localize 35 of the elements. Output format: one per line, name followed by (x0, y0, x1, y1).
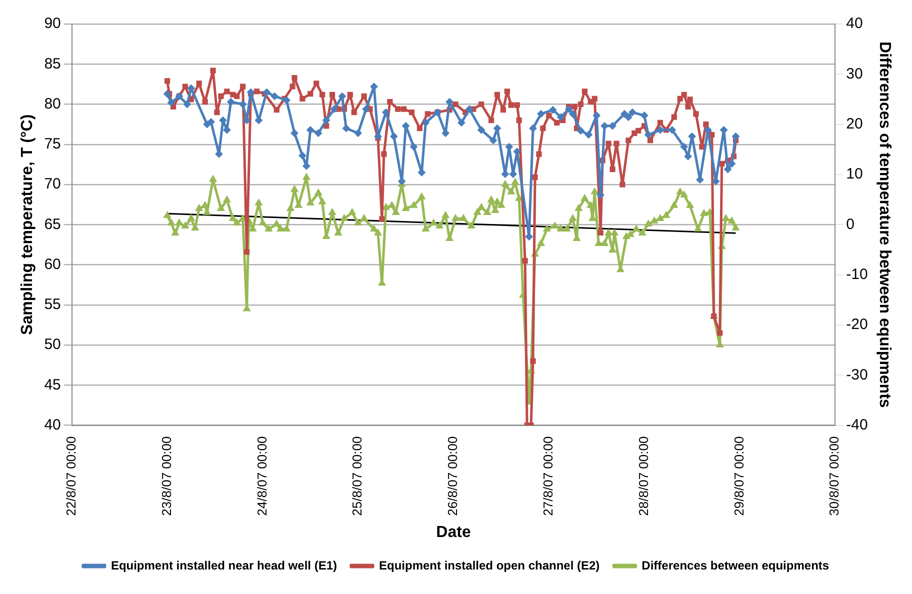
y-tick-label: 45 (44, 376, 61, 394)
legend-label: Equipment installed open channel (E2) (378, 558, 600, 572)
y-tick-label: 55 (44, 296, 61, 314)
y-tick-label: 90 (44, 15, 61, 32)
y2-tick-label: 0 (846, 216, 854, 233)
y-tick-label: 70 (44, 176, 61, 193)
y-tick-label: 60 (44, 256, 61, 273)
y2-tick-label: -20 (846, 316, 868, 334)
y2-tick-label: 10 (846, 166, 863, 183)
y2-tick-label: 20 (846, 115, 863, 132)
y-axis-title: Sampling temperature, T (°C) (19, 114, 36, 335)
x-tick-label: 23/8/07 00:00 (158, 436, 174, 516)
x-tick-label: 29/8/07 00:00 (731, 436, 746, 516)
x-tick-label: 22/8/07 00:00 (63, 436, 78, 516)
legend-label: Differences between equipments (642, 558, 830, 572)
y-tick-label: 65 (44, 216, 61, 233)
x-tick-label: 28/8/07 00:00 (636, 436, 651, 516)
y2-tick-label: -30 (846, 366, 868, 384)
x-tick-label: 26/8/07 00:00 (445, 436, 460, 516)
y2-axis-title: Differences of temperature between equipments (876, 41, 893, 408)
y-tick-label: 40 (44, 416, 61, 434)
y2-tick-label: 40 (846, 15, 863, 32)
legend-label: Equipment installed near head well (E1) (110, 558, 337, 572)
y-tick-label: 50 (44, 336, 61, 354)
y2-tick-label: -40 (846, 416, 868, 434)
y-tick-label: 75 (44, 136, 61, 153)
y-tick-label: 85 (44, 55, 61, 72)
x-tick-label: 24/8/07 00:00 (254, 436, 270, 516)
y2-tick-label: -10 (846, 266, 868, 283)
x-tick-label: 27/8/07 00:00 (540, 436, 556, 516)
x-tick-label: 30/8/07 00:00 (826, 436, 842, 516)
y-tick-label: 80 (44, 95, 61, 112)
x-tick-label: 25/8/07 00:00 (350, 436, 365, 516)
x-axis-title: Date (436, 524, 471, 541)
y2-tick-label: 30 (846, 65, 863, 82)
